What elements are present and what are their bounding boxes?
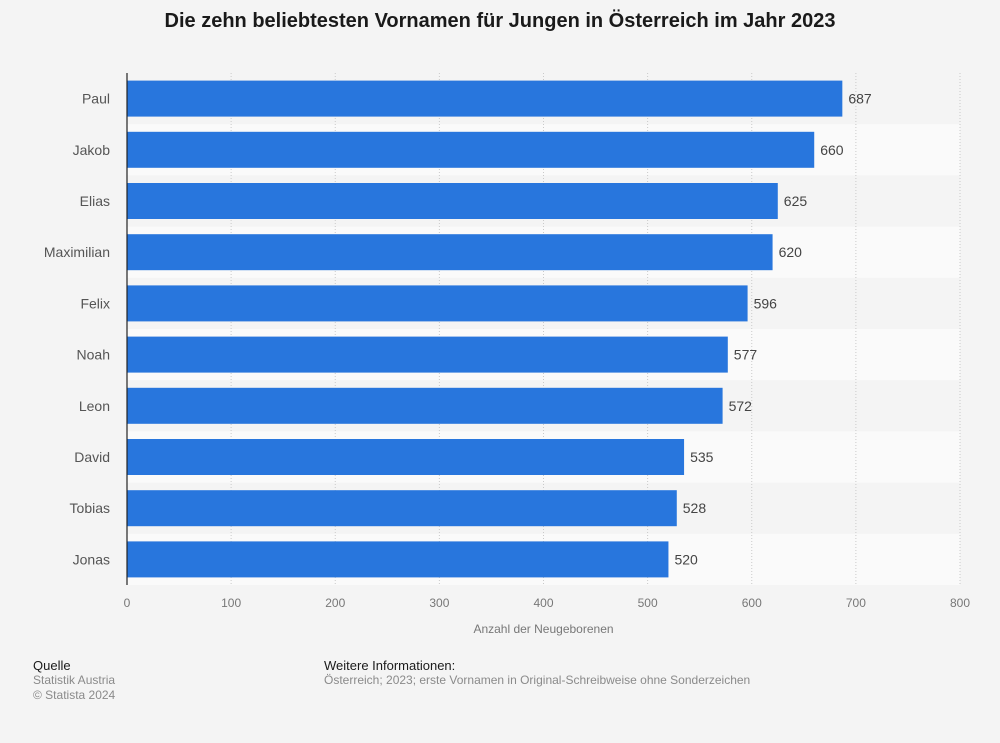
bar — [127, 80, 843, 117]
category-label: Noah — [77, 347, 110, 363]
x-tick-label: 0 — [124, 596, 131, 610]
value-label: 535 — [690, 449, 714, 465]
x-tick-label: 500 — [638, 596, 658, 610]
value-label: 596 — [754, 295, 778, 311]
source-line: Statistik Austria — [33, 673, 116, 687]
category-label: Tobias — [70, 500, 110, 516]
bar — [127, 336, 728, 373]
chart-title: Die zehn beliebtesten Vornamen für Junge… — [164, 10, 836, 32]
info-heading: Weitere Informationen: — [324, 658, 456, 673]
category-label: Felix — [80, 295, 110, 311]
bar — [127, 131, 815, 168]
category-label: David — [74, 449, 110, 465]
category-label: Paul — [82, 91, 110, 107]
bar-chart: Paul 687 Jakob 660 Elias 625 Maximilian 620 Feli… — [44, 73, 970, 636]
x-tick-label: 100 — [221, 596, 241, 610]
x-axis-title: Anzahl der Neugeborenen — [473, 622, 613, 636]
value-label: 687 — [848, 91, 872, 107]
category-label: Elias — [80, 193, 110, 209]
category-label: Jonas — [73, 551, 110, 567]
bar — [127, 285, 748, 322]
category-label: Jakob — [73, 142, 111, 158]
bar — [127, 541, 669, 578]
info-text: Österreich; 2023; erste Vornamen in Orig… — [324, 673, 751, 687]
value-label: 572 — [729, 398, 753, 414]
bar — [127, 183, 778, 219]
x-tick-label: 200 — [325, 596, 345, 610]
copyright-line: © Statista 2024 — [33, 688, 116, 702]
source-block: Quelle Statistik Austria © Statista 2024 — [33, 658, 115, 703]
x-tick-label: 800 — [950, 596, 970, 610]
category-label: Maximilian — [44, 244, 110, 260]
value-label: 520 — [674, 551, 698, 567]
bar — [127, 490, 677, 527]
source-heading: Quelle — [33, 658, 71, 673]
value-label: 625 — [784, 193, 808, 209]
bar — [127, 387, 723, 424]
x-tick-label: 700 — [846, 596, 866, 610]
bar — [127, 234, 773, 271]
info-block: Weitere Informationen: Österreich; 2023;… — [324, 658, 750, 688]
x-tick-label: 600 — [742, 596, 762, 610]
x-tick-label: 300 — [429, 596, 449, 610]
value-label: 660 — [820, 142, 844, 158]
value-label: 528 — [683, 500, 707, 516]
x-tick-label: 400 — [533, 596, 553, 610]
value-label: 577 — [734, 347, 758, 363]
bar — [127, 439, 685, 475]
category-label: Leon — [79, 398, 110, 414]
value-label: 620 — [779, 244, 803, 260]
